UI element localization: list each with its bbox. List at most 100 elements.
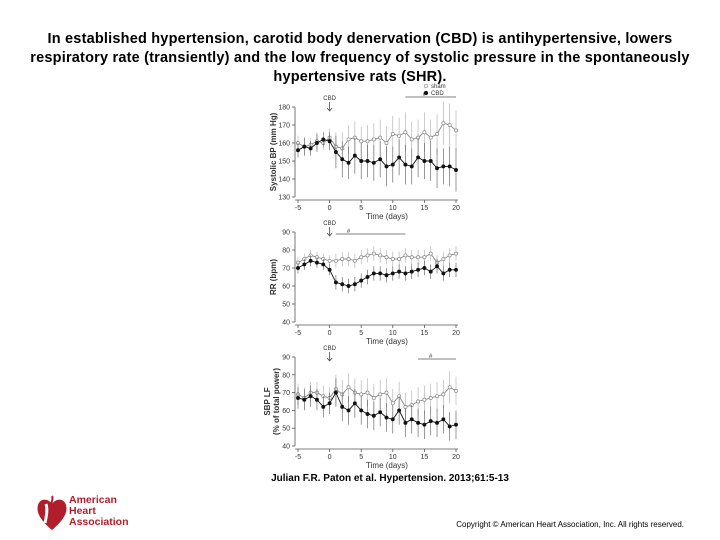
data-point-CBD xyxy=(454,267,458,272)
data-point-sham xyxy=(403,253,408,258)
cbd-annotation: CBD xyxy=(323,346,336,352)
data-point-sham xyxy=(441,392,446,397)
data-point-CBD xyxy=(416,267,421,272)
x-tick-label: 15 xyxy=(421,330,429,337)
data-point-sham xyxy=(397,257,402,261)
data-point-sham xyxy=(409,255,414,260)
data-point-CBD xyxy=(397,408,402,413)
data-point-sham xyxy=(378,253,383,258)
x-tick-label: 15 xyxy=(421,205,429,212)
data-point-CBD xyxy=(321,137,326,142)
data-point-CBD xyxy=(359,408,364,413)
y-tick-label: 80 xyxy=(282,372,290,379)
data-point-sham xyxy=(390,257,395,261)
data-point-CBD xyxy=(447,267,452,272)
data-point-CBD xyxy=(333,150,338,154)
data-point-CBD xyxy=(441,417,446,422)
data-point-CBD xyxy=(346,284,351,288)
data-point-CBD xyxy=(365,412,370,416)
x-tick-label: 5 xyxy=(359,205,363,212)
data-point-CBD xyxy=(340,404,345,409)
series-line-sham xyxy=(297,122,457,149)
x-tick-label: 10 xyxy=(389,330,397,337)
data-point-sham xyxy=(346,257,351,261)
data-point-CBD xyxy=(447,164,452,169)
data-point-CBD xyxy=(397,155,402,160)
data-point-CBD xyxy=(352,401,357,406)
data-point-sham xyxy=(447,253,452,258)
cbd-arrow-head xyxy=(326,107,333,112)
data-point-CBD xyxy=(359,278,364,283)
data-point-CBD xyxy=(340,282,345,287)
y-tick-label: 60 xyxy=(282,408,290,415)
legend-label-CBD: CBD xyxy=(431,91,444,97)
data-point-CBD xyxy=(296,148,300,153)
data-point-sham xyxy=(371,137,376,142)
data-point-CBD xyxy=(422,159,427,163)
y-tick-label: 160 xyxy=(278,141,290,148)
y-tick-label: 60 xyxy=(282,284,290,291)
data-point-CBD xyxy=(441,271,446,276)
chart-panel-3: 40 50 60 70 80 90 -5 0 5 10 15 20 Time (days) SBP LF(… xyxy=(263,346,460,470)
data-point-CBD xyxy=(340,157,345,162)
data-point-CBD xyxy=(378,157,383,162)
data-point-CBD xyxy=(384,415,389,420)
aha-logo: American Heart Association xyxy=(36,492,156,532)
data-point-CBD xyxy=(352,153,357,158)
data-point-CBD xyxy=(365,275,370,279)
legend-label-sham: sham xyxy=(431,84,446,90)
y-axis-title: Systolic BP (mm Hg) xyxy=(269,112,278,191)
data-point-sham xyxy=(384,255,389,260)
logo-line3: Association xyxy=(69,516,129,528)
y-tick-label: 70 xyxy=(282,266,290,273)
data-point-sham xyxy=(365,139,370,144)
y-tick-label: 90 xyxy=(282,355,290,362)
data-point-CBD xyxy=(321,404,326,409)
data-point-sham xyxy=(371,395,376,400)
significance-marker: # xyxy=(429,354,433,360)
cbd-annotation: CBD xyxy=(323,221,336,227)
data-point-sham xyxy=(428,135,433,140)
y-tick-label: 70 xyxy=(282,390,290,397)
y-tick-label: 180 xyxy=(278,105,290,112)
x-tick-label: 20 xyxy=(452,205,460,212)
y-tick-label: 130 xyxy=(278,195,290,202)
copyright-notice: Copyright © American Heart Association, … xyxy=(456,520,684,529)
data-point-sham xyxy=(416,399,421,404)
data-point-sham xyxy=(403,130,408,135)
x-tick-label: 0 xyxy=(328,454,332,461)
y-tick-label: 140 xyxy=(278,177,290,184)
data-point-CBD xyxy=(302,397,307,402)
data-point-sham xyxy=(384,390,389,395)
data-point-CBD xyxy=(315,397,319,402)
data-point-sham xyxy=(441,257,446,261)
legend-marker-CBD xyxy=(423,90,429,96)
data-point-CBD xyxy=(397,269,402,274)
y-tick-label: 170 xyxy=(278,123,290,130)
data-point-sham xyxy=(365,253,370,258)
x-tick-label: 5 xyxy=(359,330,363,337)
x-tick-label: 0 xyxy=(328,330,332,337)
data-point-CBD xyxy=(403,271,408,276)
data-point-sham xyxy=(441,121,446,126)
x-tick-label: -5 xyxy=(295,454,301,461)
data-point-CBD xyxy=(416,155,421,160)
data-point-CBD xyxy=(308,258,313,263)
legend-marker-sham xyxy=(423,83,429,89)
y-tick-label: 80 xyxy=(282,248,290,255)
data-point-sham xyxy=(378,135,383,140)
data-point-CBD xyxy=(422,266,427,270)
data-point-CBD xyxy=(390,417,395,422)
data-point-sham xyxy=(447,385,452,390)
data-point-CBD xyxy=(422,422,427,427)
data-point-CBD xyxy=(352,282,357,287)
data-point-CBD xyxy=(390,271,395,276)
data-point-CBD xyxy=(409,417,414,422)
data-point-CBD xyxy=(346,408,351,413)
x-tick-label: 5 xyxy=(359,454,363,461)
y-tick-label: 40 xyxy=(282,320,290,327)
data-point-sham xyxy=(454,128,458,133)
chart-panel-1: 130 140 150 160 170 180 -5 0 5 10 15 20 Time (days) S… xyxy=(269,83,460,221)
data-point-CBD xyxy=(315,141,319,145)
